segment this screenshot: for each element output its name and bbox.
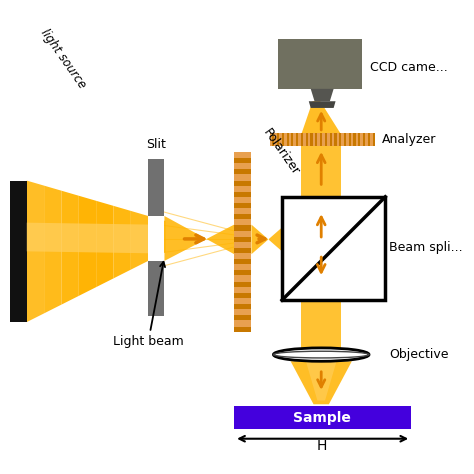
Polygon shape [278,39,362,89]
Polygon shape [234,163,251,169]
Polygon shape [234,287,251,293]
Polygon shape [79,196,96,296]
Polygon shape [44,186,62,313]
Polygon shape [9,181,27,322]
Polygon shape [346,133,349,146]
Text: light source: light source [38,26,89,91]
Polygon shape [251,225,282,254]
Polygon shape [234,208,251,214]
Polygon shape [62,191,79,305]
Polygon shape [301,135,341,197]
Text: Light beam: Light beam [113,262,183,348]
Polygon shape [337,133,339,146]
Polygon shape [164,216,234,261]
Polygon shape [332,133,334,146]
Polygon shape [308,133,310,146]
Polygon shape [270,133,272,146]
Polygon shape [148,159,164,316]
Polygon shape [318,133,320,146]
Polygon shape [234,152,251,158]
Polygon shape [234,253,251,259]
Polygon shape [298,133,301,146]
Text: Objective: Objective [389,348,448,361]
Polygon shape [370,133,373,146]
Polygon shape [234,406,411,429]
Polygon shape [234,197,251,203]
Polygon shape [274,133,277,146]
Polygon shape [234,152,251,332]
Polygon shape [96,201,113,287]
Text: CCD came...: CCD came... [370,61,448,74]
Polygon shape [341,133,344,146]
Text: H: H [317,439,328,453]
Polygon shape [234,309,251,315]
Polygon shape [293,133,296,146]
Polygon shape [234,230,251,237]
Polygon shape [27,223,148,253]
Text: Analyzer: Analyzer [383,133,437,146]
Ellipse shape [273,348,369,361]
Polygon shape [234,174,251,181]
Polygon shape [356,133,358,146]
Polygon shape [234,298,251,304]
Polygon shape [113,206,131,278]
Polygon shape [234,320,251,327]
Polygon shape [234,186,251,192]
Text: Slit: Slit [146,138,166,151]
Polygon shape [234,264,251,271]
Polygon shape [284,133,287,146]
Polygon shape [313,133,315,146]
Polygon shape [322,133,325,146]
Polygon shape [27,181,44,322]
Polygon shape [301,101,341,135]
Polygon shape [301,336,341,361]
Polygon shape [148,216,164,261]
Polygon shape [360,133,363,146]
Polygon shape [306,361,337,401]
Polygon shape [365,133,368,146]
Polygon shape [309,101,336,108]
Polygon shape [303,133,306,146]
Polygon shape [148,216,165,261]
Polygon shape [351,133,354,146]
Polygon shape [291,361,352,404]
Polygon shape [131,211,148,270]
Polygon shape [234,219,251,226]
Polygon shape [310,89,334,101]
Polygon shape [234,275,251,282]
Polygon shape [279,133,282,146]
Polygon shape [289,133,292,146]
Polygon shape [234,242,251,248]
Text: Beam spli...: Beam spli... [389,241,463,254]
Polygon shape [282,197,385,300]
Polygon shape [270,133,375,146]
Polygon shape [301,197,341,300]
Polygon shape [327,133,329,146]
Text: Sample: Sample [293,410,351,425]
Polygon shape [301,300,341,336]
Text: Polarizer: Polarizer [260,126,301,178]
